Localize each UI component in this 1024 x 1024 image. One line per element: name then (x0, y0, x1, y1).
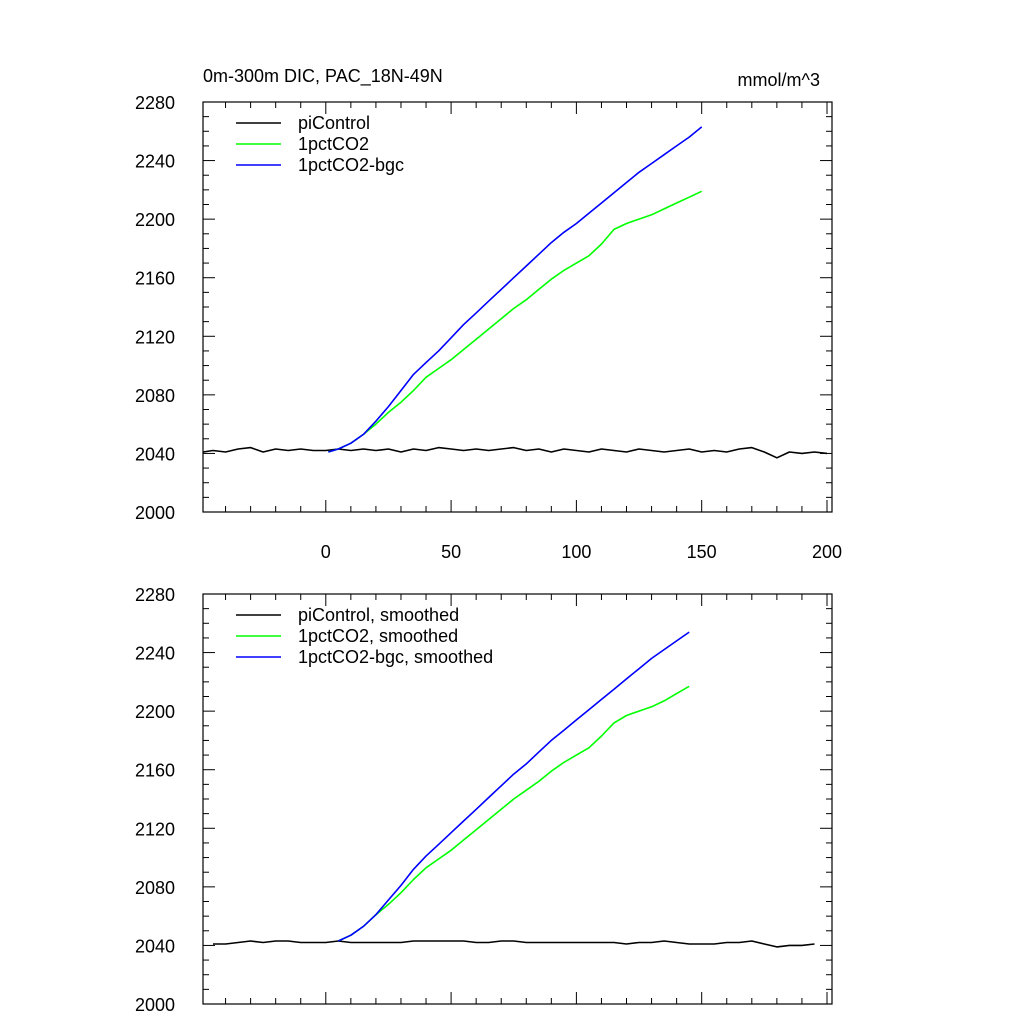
series-line-1 (328, 190, 703, 453)
y-tick-label: 2080 (135, 878, 175, 898)
legend-label: 1pctCO2-bgc, smoothed (298, 647, 493, 667)
series-line-0 (213, 940, 815, 948)
top-panel: 2000 2040 2080 2120 2160 2200 2240 2280 0 50 100 15… (135, 93, 842, 562)
y-tick-label: 2280 (135, 585, 175, 605)
legend-label: 1pctCO2, smoothed (298, 626, 458, 646)
y-tick-label: 2080 (135, 386, 175, 406)
y-tick-label: 2200 (135, 210, 175, 230)
legend-label: piControl, smoothed (298, 605, 459, 625)
series-line-1 (337, 685, 690, 942)
legend-label: piControl (298, 113, 370, 133)
x-tick-label: 100 (561, 542, 591, 562)
legend-label: 1pctCO2 (298, 134, 369, 154)
x-tick-label: 0 (321, 542, 331, 562)
y-tick-label: 2160 (135, 761, 175, 781)
y-tick-label: 2040 (135, 444, 175, 464)
chart-title: 0m-300m DIC, PAC_18N-49N (203, 66, 443, 87)
x-tick-label: 200 (812, 542, 842, 562)
y-tick-label: 2160 (135, 269, 175, 289)
series-line-2 (328, 126, 703, 453)
units-label: mmol/m^3 (738, 70, 820, 90)
series-line-0 (202, 446, 828, 459)
y-tick-label: 2040 (135, 936, 175, 956)
series-line-2 (337, 631, 690, 942)
y-tick-label: 2000 (135, 503, 175, 523)
y-tick-label: 2120 (135, 327, 175, 347)
x-tick-label: 150 (687, 542, 717, 562)
y-tick-label: 2000 (135, 995, 175, 1015)
y-tick-label: 2240 (135, 152, 175, 172)
y-tick-label: 2200 (135, 702, 175, 722)
legend-label: 1pctCO2-bgc (298, 155, 404, 175)
y-tick-label: 2120 (135, 819, 175, 839)
x-tick-label: 50 (441, 542, 461, 562)
y-tick-label: 2280 (135, 93, 175, 113)
bottom-panel: 2000 2040 2080 2120 2160 2200 2240 2280 piContro… (135, 585, 833, 1015)
y-tick-label: 2240 (135, 644, 175, 664)
